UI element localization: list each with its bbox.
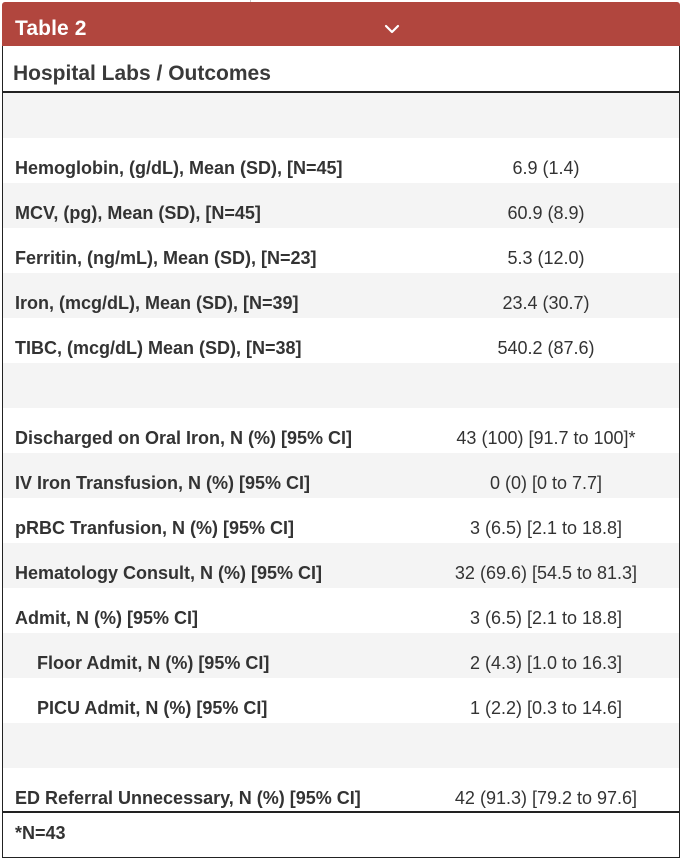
panel-title: Table 2 [15,17,87,40]
row-value: 42 (91.3) [79.2 to 97.6] [454,788,638,808]
table-row: Discharged on Oral Iron, N (%) [95% CI] … [3,408,679,453]
footer-divider [2,811,680,813]
table-row: Hemoglobin, (g/dL), Mean (SD), [N=45] 6.… [3,138,679,183]
row-label: Admit, N (%) [95% CI] [15,608,199,628]
row-value: 5.3 (12.0) [507,248,585,268]
row-label: Iron, (mcg/dL), Mean (SD), [N=39] [15,293,299,313]
chevron-down-icon[interactable] [383,22,401,36]
table-title: Hospital Labs / Outcomes [13,62,271,85]
table-row: Iron, (mcg/dL), Mean (SD), [N=39] 23.4 (… [3,273,679,318]
row-label: Hemoglobin, (g/dL), Mean (SD), [N=45] [15,158,343,178]
table-footnote: *N=43 [15,823,66,843]
row-value: 43 (100) [91.7 to 100]* [456,428,636,448]
row-value: 540.2 (87.6) [497,338,595,358]
row-label: ED Referral Unnecessary, N (%) [95% CI] [15,788,361,808]
row-value: 6.9 (1.4) [512,158,580,178]
row-label: Floor Admit, N (%) [95% CI] [37,653,270,673]
table-row: IV Iron Transfusion, N (%) [95% CI] 0 (0… [3,453,679,498]
row-label: Ferritin, (ng/mL), Mean (SD), [N=23] [15,248,317,268]
row-value: 32 (69.6) [54.5 to 81.3] [454,563,638,583]
row-label: IV Iron Transfusion, N (%) [95% CI] [15,473,311,493]
table-row: Ferritin, (ng/mL), Mean (SD), [N=23] 5.3… [3,228,679,273]
row-value: 60.9 (8.9) [507,203,585,223]
title-divider [2,91,680,93]
row-label: PICU Admit, N (%) [95% CI] [37,698,268,718]
row-label: TIBC, (mcg/dL) Mean (SD), [N=38] [15,338,302,358]
row-value: 3 (6.5) [2.1 to 18.8] [469,608,623,628]
table-row: pRBC Tranfusion, N (%) [95% CI] 3 (6.5) … [3,498,679,543]
table-row: TIBC, (mcg/dL) Mean (SD), [N=38] 540.2 (… [3,318,679,363]
table-row [3,723,679,768]
row-label: pRBC Tranfusion, N (%) [95% CI] [15,518,295,538]
table-row [3,363,679,408]
row-label: MCV, (pg), Mean (SD), [N=45] [15,203,261,223]
row-value: 23.4 (30.7) [502,293,590,313]
table-frame [2,46,680,858]
table-row [3,93,679,138]
row-value: 2 (4.3) [1.0 to 16.3] [469,653,623,673]
table-row: Hematology Consult, N (%) [95% CI] 32 (6… [3,543,679,588]
table-row: MCV, (pg), Mean (SD), [N=45] 60.9 (8.9) [3,183,679,228]
row-value: 1 (2.2) [0.3 to 14.6] [469,698,623,718]
row-label: Hematology Consult, N (%) [95% CI] [15,563,323,583]
row-value: 0 (0) [0 to 7.7] [489,473,603,493]
table-row: Admit, N (%) [95% CI] 3 (6.5) [2.1 to 18… [3,588,679,633]
row-label: Discharged on Oral Iron, N (%) [95% CI] [15,428,353,448]
table-row: PICU Admit, N (%) [95% CI] 1 (2.2) [0.3 … [3,678,679,723]
row-value: 3 (6.5) [2.1 to 18.8] [469,518,623,538]
table-row: ED Referral Unnecessary, N (%) [95% CI] … [3,768,679,813]
panel-header[interactable]: Table 2 [2,2,680,46]
table-row: Floor Admit, N (%) [95% CI] 2 (4.3) [1.0… [3,633,679,678]
